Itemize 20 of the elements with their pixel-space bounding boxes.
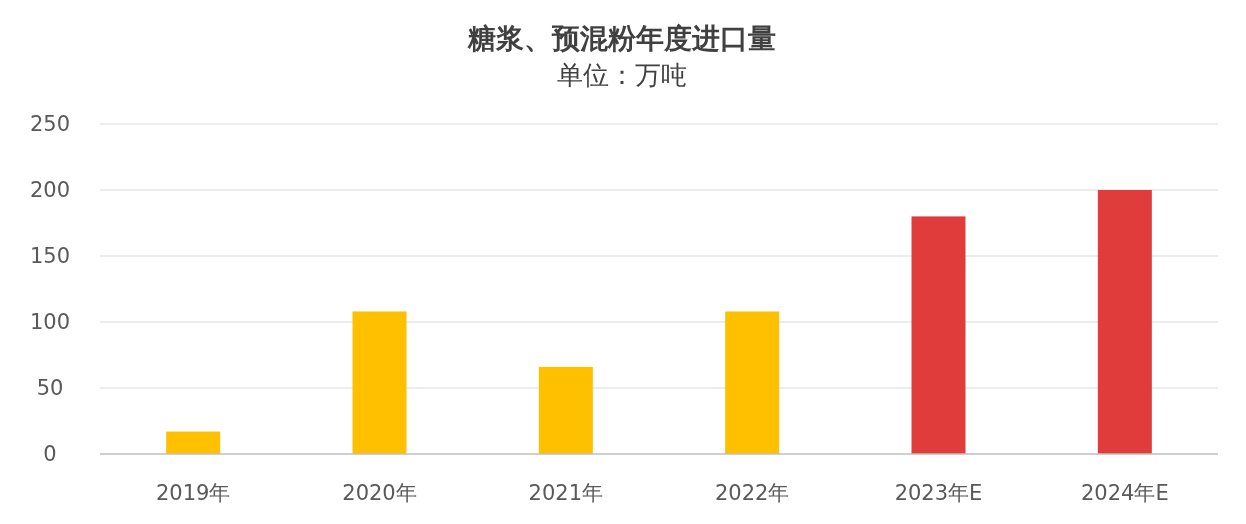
chart-subtitle: 单位：万吨 — [557, 60, 687, 90]
x-tick-label: 2019年 — [155, 481, 231, 505]
y-tick-label: 50 — [36, 376, 64, 400]
x-tick-label: 2024年E — [1080, 481, 1169, 505]
bar — [725, 311, 780, 454]
y-tick-label: 200 — [29, 178, 71, 202]
y-tick-label: 250 — [29, 112, 71, 136]
bar — [538, 366, 593, 454]
bar — [166, 431, 221, 454]
chart-title: 糖浆、预混粉年度进口量 — [467, 22, 776, 55]
x-tick-label: 2022年 — [714, 481, 790, 505]
bar — [1097, 190, 1152, 454]
x-tick-label: 2021年 — [528, 481, 604, 505]
x-tick-label: 2023年E — [894, 481, 983, 505]
bar — [352, 311, 407, 454]
y-tick-label: 0 — [43, 442, 57, 466]
y-tick-label: 150 — [29, 244, 71, 268]
bar — [911, 216, 966, 454]
x-tick-label: 2020年 — [342, 481, 417, 505]
y-tick-label: 100 — [29, 310, 71, 334]
